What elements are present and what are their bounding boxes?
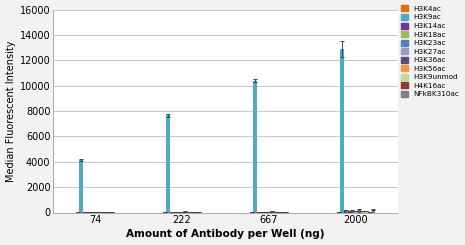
Bar: [361, 211, 365, 212]
Bar: [372, 210, 375, 212]
Bar: [347, 211, 351, 212]
Bar: [271, 211, 274, 212]
Bar: [340, 49, 344, 212]
Y-axis label: Median Fluorescent Intensity: Median Fluorescent Intensity: [6, 40, 15, 182]
Bar: [253, 81, 257, 212]
Bar: [166, 115, 170, 212]
Bar: [80, 160, 83, 212]
Bar: [354, 211, 358, 212]
X-axis label: Amount of Antibody per Well (ng): Amount of Antibody per Well (ng): [126, 230, 325, 239]
Bar: [351, 210, 354, 212]
Legend: H3K4ac, H3K9ac, H3K14ac, H3K18ac, H3K23ac, H3K27ac, H3K36ac, H3K56ac, H3K9unmod,: H3K4ac, H3K9ac, H3K14ac, H3K18ac, H3K23a…: [401, 5, 459, 97]
Bar: [184, 211, 187, 212]
Bar: [358, 209, 361, 212]
Bar: [344, 210, 347, 212]
Bar: [365, 211, 368, 212]
